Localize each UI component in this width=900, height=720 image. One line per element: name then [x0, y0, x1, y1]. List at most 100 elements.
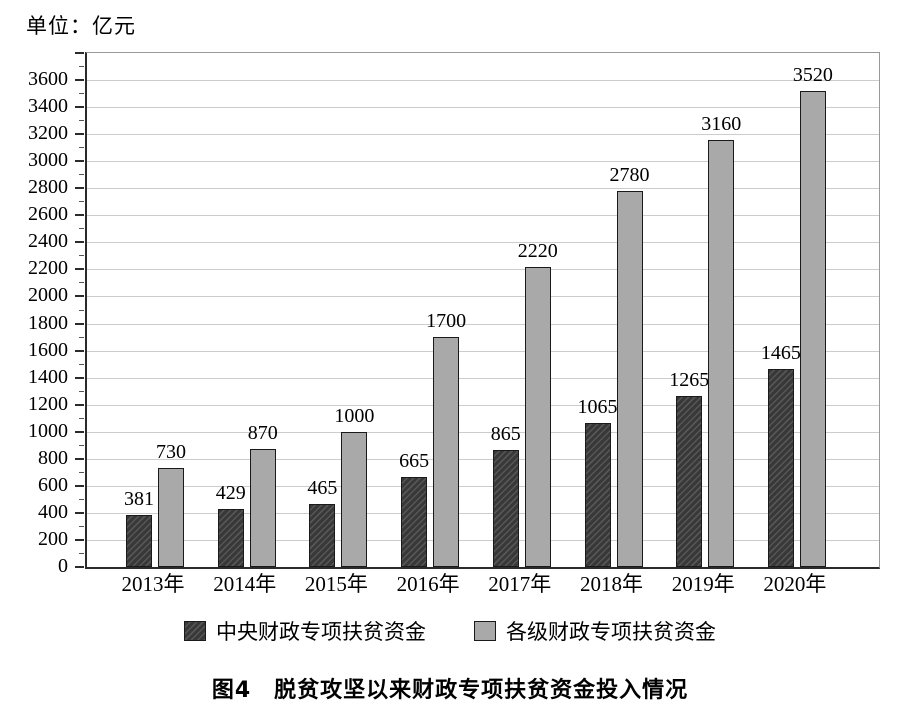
y-tick-minor-3100: [79, 147, 84, 149]
value-label-665: 665: [399, 450, 430, 473]
y-tick-major-1400: [75, 376, 84, 379]
gridline-3400: [87, 107, 879, 109]
y-axis-label-2400: 2400: [28, 230, 68, 253]
gridline-3600: [87, 80, 879, 82]
x-axis-label-2018年: 2018年: [580, 572, 643, 596]
y-tick-minor-1300: [79, 390, 84, 392]
x-axis-label-2016年: 2016年: [396, 572, 460, 596]
gridline-3200: [87, 134, 879, 136]
y-tick-major-2600: [75, 214, 84, 217]
y-tick-major-2200: [75, 268, 84, 271]
value-label-1465: 1465: [760, 341, 801, 364]
y-tick-major-3800: [75, 52, 84, 54]
value-label-2220: 2220: [517, 239, 558, 262]
y-tick-minor-1700: [79, 336, 84, 338]
bar-all-level-2016年: [433, 337, 460, 567]
x-axis-labels: 2013年 2014年 2015年 2016年 2017年 2018年 2019年 2020年: [85, 571, 877, 601]
figure-caption: 图4 脱贫攻坚以来财政专项扶贫资金投入情况: [211, 678, 689, 703]
legend-swatch-dark-hatched: [184, 621, 206, 641]
y-tick-minor-3700: [79, 66, 84, 68]
bar-central-2017年: [492, 450, 519, 567]
y-tick-major-3200: [75, 133, 84, 136]
gridline-1800: [87, 323, 879, 325]
y-tick-minor-3500: [79, 93, 84, 95]
gridline-1600: [87, 350, 879, 352]
y-tick-major-0: [75, 566, 84, 568]
y-axis-label-2600: 2600: [28, 203, 68, 226]
value-label-730: 730: [156, 441, 186, 464]
y-axis-label-600: 600: [38, 473, 68, 496]
gridline-1200: [87, 404, 879, 406]
bar-central-2020年: [767, 368, 794, 567]
x-axis-label-2017年: 2017年: [488, 572, 552, 596]
y-tick-minor-500: [79, 498, 84, 500]
y-axis-label-1600: 1600: [28, 338, 68, 361]
plot-area: 381 730 429 870 465 1000 665 1700 865 2220 1065 278…: [75, 52, 880, 569]
y-axis-labels: 0 200 400 600 800 1000 1200 1400 1600 1800 2000 220…: [0, 52, 68, 577]
gridline-1400: [87, 377, 879, 379]
gridline-2200: [87, 269, 879, 271]
y-axis-label-0: 0: [58, 555, 68, 577]
value-label-1065: 1065: [577, 395, 618, 418]
y-tick-major-2400: [75, 241, 84, 244]
y-tick-major-600: [75, 484, 84, 487]
bar-all-level-2013年: [158, 468, 184, 567]
y-axis-label-3200: 3200: [28, 122, 68, 145]
y-tick-minor-1100: [79, 417, 84, 419]
y-tick-minor-2300: [79, 255, 84, 257]
y-axis-label-1200: 1200: [28, 392, 68, 415]
y-axis-label-1000: 1000: [28, 419, 68, 442]
y-tick-minor-2500: [79, 228, 84, 230]
y-tick-minor-100: [79, 552, 84, 554]
y-tick-major-3000: [75, 160, 84, 163]
y-axis-label-2000: 2000: [28, 284, 68, 307]
legend-label-central-funds: 中央财政专项扶贫资金: [216, 620, 426, 644]
bar-central-2014年: [217, 508, 244, 567]
y-axis-label-400: 400: [38, 500, 68, 523]
value-label-465: 465: [307, 477, 338, 500]
value-label-2780: 2780: [609, 163, 650, 186]
y-tick-major-1600: [75, 349, 84, 352]
y-tick-major-200: [75, 538, 84, 541]
y-axis-label-1400: 1400: [28, 365, 68, 388]
y-axis-label-3600: 3600: [28, 68, 68, 91]
y-tick-major-2800: [75, 187, 84, 190]
bar-chart: 0 200 400 600 800 1000 1200 1400 1600 1800 2000 220…: [0, 52, 880, 601]
value-label-870: 870: [247, 422, 278, 445]
y-tick-minor-900: [79, 444, 84, 446]
bar-central-2016年: [401, 477, 428, 567]
legend-item-central-funds: 中央财政专项扶贫资金: [184, 616, 426, 646]
gridline-1000: [87, 431, 879, 433]
y-tick-major-2000: [75, 295, 84, 298]
x-axis-label-2019年: 2019年: [671, 572, 735, 596]
y-axis-label-1800: 1800: [28, 311, 68, 334]
y-tick-minor-1500: [79, 363, 84, 365]
y-axis-label-200: 200: [38, 527, 68, 550]
value-label-3160: 3160: [701, 112, 742, 135]
y-tick-major-3400: [75, 106, 84, 109]
value-label-429: 429: [215, 481, 246, 504]
bar-central-2013年: [126, 515, 152, 567]
bar-central-2015年: [309, 504, 336, 567]
x-axis-label-2015年: 2015年: [304, 572, 368, 596]
y-axis-label-3400: 3400: [28, 95, 68, 118]
legend-swatch-light-gray: [474, 621, 496, 641]
gridline-600: [87, 485, 879, 487]
bar-central-2018年: [584, 422, 611, 567]
y-tick-minor-1900: [79, 309, 84, 311]
value-label-865: 865: [490, 422, 521, 445]
y-tick-major-1000: [75, 430, 84, 433]
gridline-2000: [87, 296, 879, 298]
y-axis-label-2800: 2800: [28, 176, 68, 199]
value-label-1265: 1265: [669, 368, 710, 391]
unit-label: 单位：亿元: [26, 14, 136, 38]
gridline-2400: [87, 242, 879, 244]
bar-all-level-2014年: [249, 449, 276, 567]
y-tick-minor-3300: [79, 120, 84, 122]
value-label-3520: 3520: [792, 63, 833, 86]
y-axis-label-800: 800: [38, 446, 68, 469]
y-tick-major-1200: [75, 403, 84, 406]
y-tick-major-1800: [75, 322, 84, 325]
y-tick-major-3600: [75, 79, 84, 82]
